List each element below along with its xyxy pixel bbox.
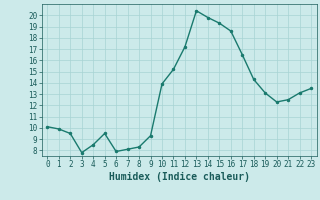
- X-axis label: Humidex (Indice chaleur): Humidex (Indice chaleur): [109, 172, 250, 182]
